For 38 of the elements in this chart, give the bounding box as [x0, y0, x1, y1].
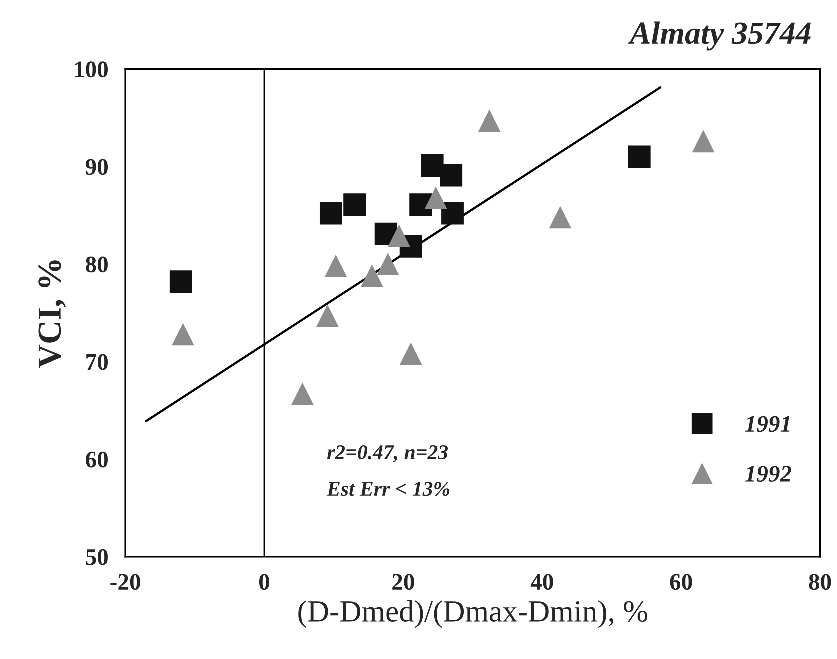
legend-label: 1991: [745, 416, 790, 432]
point: [320, 202, 342, 225]
point: [442, 202, 464, 225]
y-tick-label: 70: [86, 354, 108, 370]
y-tick-label: 60: [86, 452, 108, 468]
point: [344, 194, 366, 216]
chart-title: Almaty 35744: [628, 22, 811, 51]
y-tick-label: 80: [86, 256, 108, 273]
x-tick-label: 0: [259, 574, 270, 590]
point: [478, 110, 501, 132]
y-tick-label: 50: [86, 549, 108, 566]
x-axis-title: (D-Dmed)/(Dmax-Dmin), %: [298, 600, 648, 628]
point: [549, 206, 572, 229]
x-tick-label: 80: [809, 574, 832, 590]
x-tick-label: -20: [110, 574, 140, 590]
y-tick-label: 90: [86, 159, 108, 176]
point: [316, 304, 339, 328]
x-tick-label: 60: [670, 574, 692, 590]
point: [400, 342, 422, 366]
point: [170, 270, 192, 294]
y-tick-label: 100: [75, 62, 108, 78]
y-axis-title: VCI, %: [38, 260, 66, 368]
x-tick-label: 40: [530, 574, 554, 590]
annotation: Est Err < 13%: [326, 482, 450, 496]
annotation: r2=0.47, n=23: [327, 445, 448, 463]
point: [628, 146, 651, 168]
point: [172, 323, 194, 346]
point: [421, 154, 444, 177]
point: [388, 224, 410, 248]
point: [360, 264, 384, 288]
legend-label: 1992: [745, 466, 792, 482]
point: [324, 255, 348, 278]
x-tick-label: 20: [392, 574, 414, 590]
point: [292, 382, 314, 406]
point: [692, 130, 715, 153]
point: [376, 253, 400, 276]
point: [424, 186, 448, 210]
point: [440, 164, 463, 187]
